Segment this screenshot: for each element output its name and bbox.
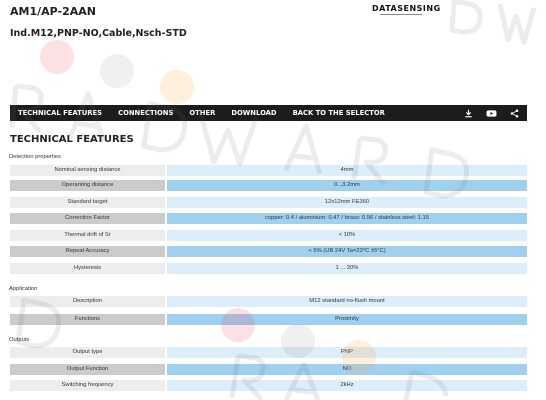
spec-label: Functions bbox=[10, 314, 165, 325]
spec-row: Hysteresis 1 ... 20% bbox=[10, 263, 527, 274]
spec-value: < 10% bbox=[167, 230, 527, 241]
spec-label: Hysteresis bbox=[10, 263, 165, 274]
spec-label: Switching frequency bbox=[10, 380, 165, 391]
nav-item-technical-features[interactable]: TECHNICAL FEATURES bbox=[18, 109, 103, 117]
spec-label: Output Function bbox=[10, 364, 165, 375]
watermark-dot bbox=[100, 54, 134, 88]
spec-label: Output type bbox=[10, 347, 165, 358]
spec-value: 12x12mm FE360 bbox=[167, 197, 527, 208]
spec-row: Repeat Accuracy < 5% (UB 24V Ta=23°C ±5°… bbox=[10, 246, 527, 257]
nav-item-other[interactable]: OTHER bbox=[189, 109, 216, 117]
spec-value: copper: 0.4 / aluminium: 0.47 / brass: 0… bbox=[167, 213, 527, 224]
group-title-detection: Detection properties bbox=[9, 154, 61, 160]
spec-row: Output Function NO bbox=[10, 364, 527, 375]
spec-row: Output type PNP bbox=[10, 347, 527, 358]
spec-label: Description bbox=[10, 296, 165, 307]
nav-icon-group bbox=[464, 109, 527, 118]
group-title-outputs: Outputs bbox=[9, 337, 30, 343]
spec-label: Repeat Accuracy bbox=[10, 246, 165, 257]
product-code: AM1/AP-2AAN bbox=[10, 5, 96, 18]
watermark-dot bbox=[40, 40, 74, 74]
group-title-application: Application bbox=[9, 286, 38, 292]
spec-value: M12 standard no-flush mount bbox=[167, 296, 527, 307]
spec-label: Operanting distance bbox=[10, 180, 165, 191]
section-title: TECHNICAL FEATURES bbox=[10, 134, 134, 145]
spec-row: Functions Proximity bbox=[10, 314, 527, 325]
spec-label: Standard target bbox=[10, 197, 165, 208]
spec-row: Standard target 12x12mm FE360 bbox=[10, 197, 527, 208]
spec-row: Switching frequency 2kHz bbox=[10, 380, 527, 391]
brand-underline bbox=[380, 14, 422, 15]
nav-item-download[interactable]: DOWNLOAD bbox=[231, 109, 277, 117]
spec-label: Thermal drift of Sr bbox=[10, 230, 165, 241]
video-icon[interactable] bbox=[486, 109, 497, 118]
brand-name: DATASENSING bbox=[372, 4, 441, 13]
spec-value: 4mm bbox=[167, 165, 527, 176]
spec-label: Nominal sensing distance bbox=[10, 165, 165, 176]
spec-row: Thermal drift of Sr < 10% bbox=[10, 230, 527, 241]
product-description: Ind.M12,PNP-NO,Cable,Nsch-STD bbox=[10, 28, 187, 39]
nav-item-connections[interactable]: CONNECTIONS bbox=[118, 109, 174, 117]
spec-value: 1 ... 20% bbox=[167, 263, 527, 274]
spec-value: < 5% (UB 24V Ta=23°C ±5°C) bbox=[167, 246, 527, 257]
share-icon[interactable] bbox=[510, 109, 519, 118]
nav-item-back-to-selector[interactable]: BACK TO THE SELECTOR bbox=[292, 109, 385, 117]
watermark-dot bbox=[160, 70, 194, 104]
spec-value: Proximity bbox=[167, 314, 527, 325]
navbar: TECHNICAL FEATURES CONNECTIONS OTHER DOW… bbox=[10, 105, 527, 121]
brand-logo[interactable]: DATASENSING bbox=[372, 4, 441, 18]
spec-row: Correction Factor copper: 0.4 / aluminiu… bbox=[10, 213, 527, 224]
spec-row: Operanting distance 0...3.2mm bbox=[10, 180, 527, 191]
spec-value: NO bbox=[167, 364, 527, 375]
spec-value: 2kHz bbox=[167, 380, 527, 391]
spec-row: Description M12 standard no-flush mount bbox=[10, 296, 527, 307]
spec-row: Nominal sensing distance 4mm bbox=[10, 165, 527, 176]
spec-label: Correction Factor bbox=[10, 213, 165, 224]
spec-value: 0...3.2mm bbox=[167, 180, 527, 191]
spec-value: PNP bbox=[167, 347, 527, 358]
download-icon[interactable] bbox=[464, 109, 473, 118]
